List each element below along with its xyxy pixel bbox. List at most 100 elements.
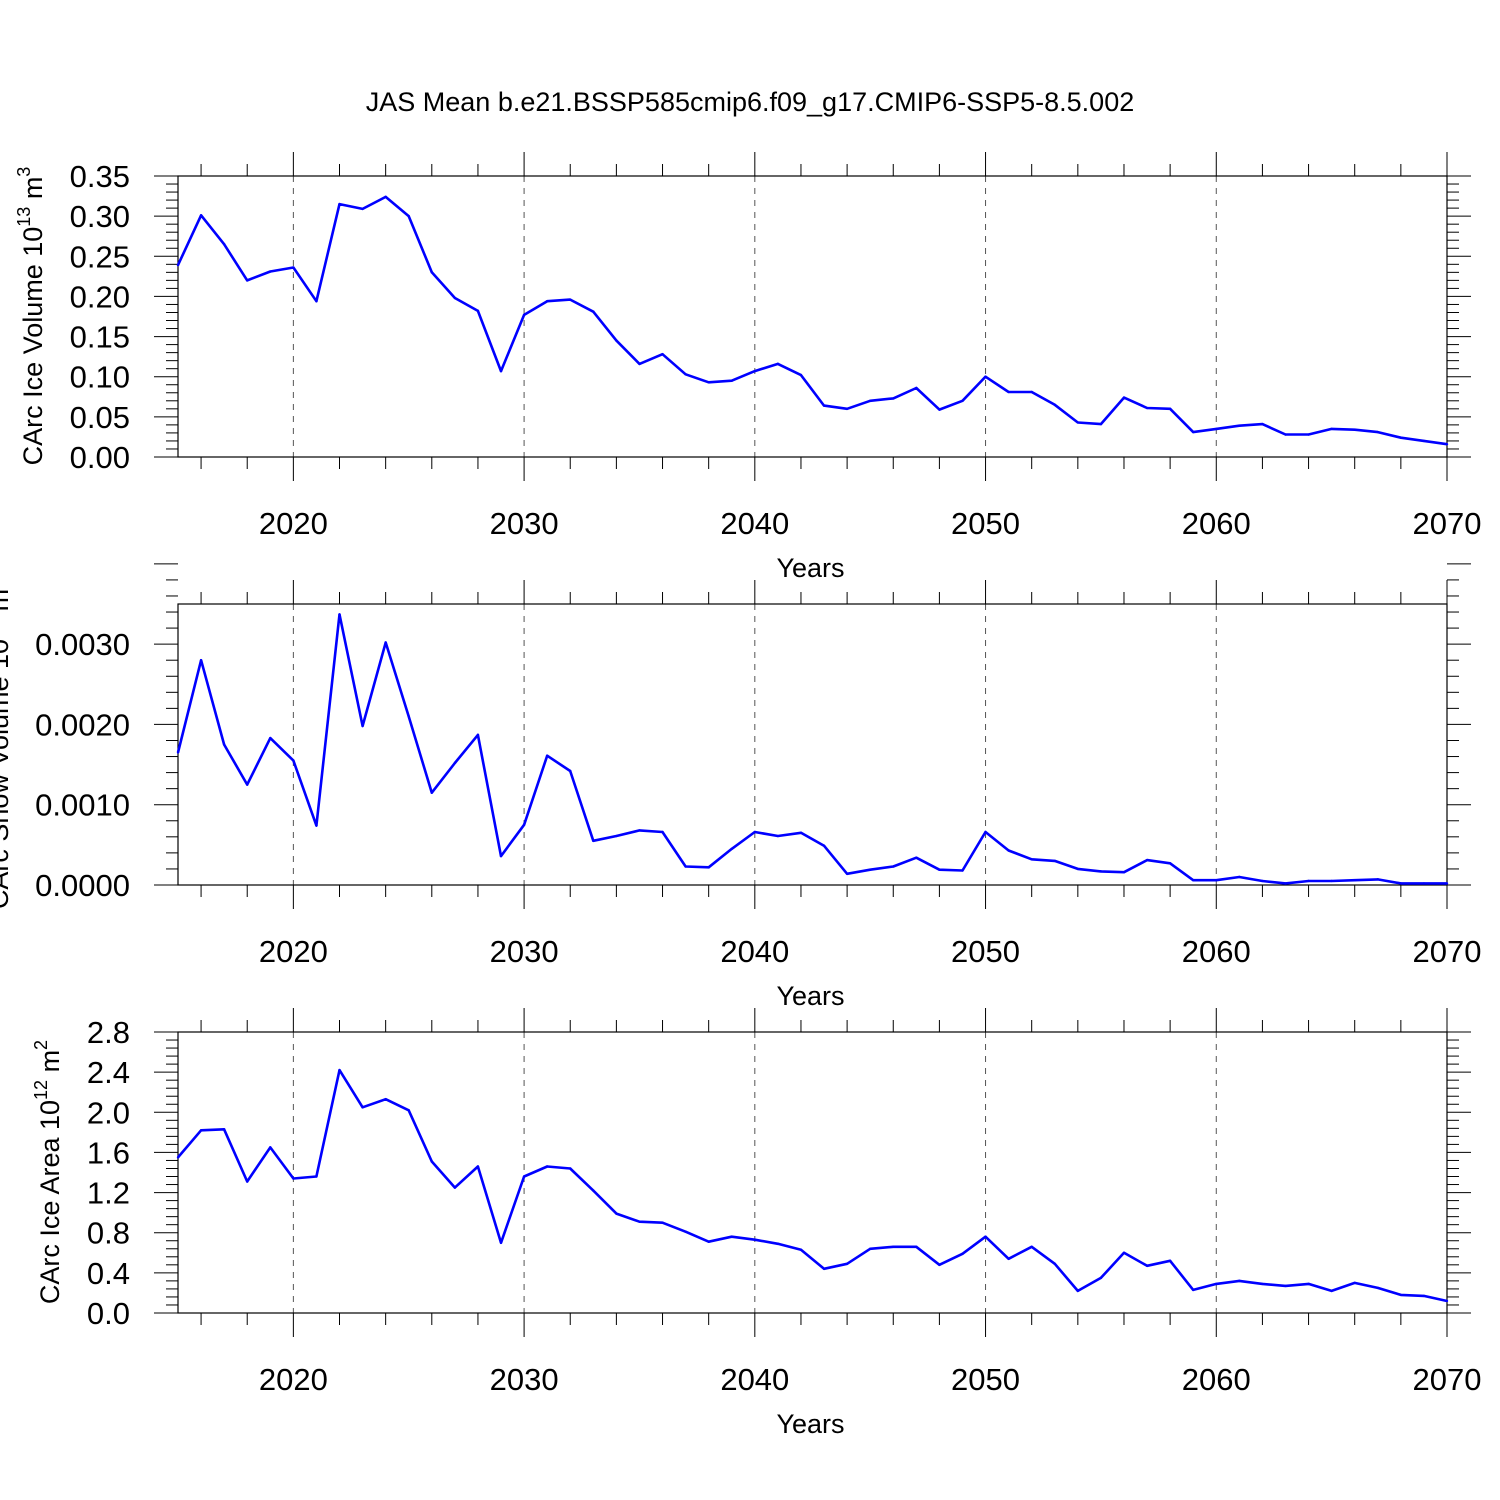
data-point <box>1076 421 1080 424</box>
data-point <box>1284 433 1287 436</box>
y-tick-label: 0.4 <box>87 1256 130 1291</box>
data-point <box>453 761 457 765</box>
data-point <box>222 1128 226 1131</box>
data-point <box>592 1189 595 1192</box>
y-tick-label: 0.8 <box>87 1216 130 1251</box>
data-point <box>1215 878 1218 882</box>
data-point <box>315 300 318 303</box>
data-point <box>1076 867 1080 871</box>
data-point <box>1376 878 1379 881</box>
data-point <box>776 1242 780 1245</box>
data-point <box>1353 1281 1356 1285</box>
y-tick-label: 0.15 <box>70 320 130 355</box>
data-point <box>684 1230 687 1233</box>
y-tick-label: 2.0 <box>87 1095 130 1130</box>
y-tick-label: 0.35 <box>70 159 130 194</box>
data-point <box>361 207 364 211</box>
data-point <box>892 865 895 868</box>
panel-snow-volume: 2020 2030 2040 2050 2060 2070 0.0000 0.0010 0.00… <box>0 563 1482 1011</box>
data-point <box>292 759 295 762</box>
data-point <box>1284 1284 1287 1288</box>
data-point <box>938 408 941 411</box>
plot-frame <box>177 1031 1448 1314</box>
data-point <box>1030 858 1033 861</box>
y-tick-label: 0.0020 <box>35 707 130 742</box>
data-point <box>338 613 341 616</box>
data-point <box>1030 390 1033 394</box>
data-point <box>522 313 526 317</box>
x-tick-label: 2040 <box>720 506 789 541</box>
data-point <box>384 641 387 644</box>
data-point <box>984 1235 987 1238</box>
data-point <box>545 1165 549 1168</box>
x-tick-label: 2060 <box>1182 1362 1251 1397</box>
data-point <box>569 298 572 301</box>
data-point <box>1192 878 1195 882</box>
data-point <box>1030 1245 1033 1248</box>
data-point <box>292 1177 295 1180</box>
data-point <box>222 743 226 746</box>
data-point <box>1284 882 1287 885</box>
data-point <box>1445 1299 1449 1303</box>
data-point <box>1307 879 1310 883</box>
data-point <box>868 399 872 402</box>
data-point <box>1422 1294 1426 1298</box>
data-point <box>222 243 226 246</box>
x-tick-label: 2070 <box>1413 934 1482 969</box>
y-tick-label: 0.0 <box>87 1296 130 1331</box>
data-point <box>938 1263 941 1267</box>
chart-title: JAS Mean b.e21.BSSP585cmip6.f09_g17.CMIP… <box>366 87 1134 117</box>
panel-ice-area: 2020 2030 2040 2050 2060 2070 0.0 0.4 0.8 1.2 1.6 2… <box>31 1008 1481 1439</box>
data-point <box>1353 878 1356 882</box>
data-point <box>315 824 318 827</box>
data-point <box>1145 1264 1149 1268</box>
plot-frame <box>177 175 1448 458</box>
data-point <box>176 1156 180 1159</box>
data-point <box>1007 849 1010 852</box>
data-point <box>315 1175 318 1178</box>
data-point <box>661 353 664 356</box>
data-point <box>661 830 664 834</box>
data-point <box>961 399 964 402</box>
data-point <box>545 754 549 757</box>
data-point <box>845 872 849 875</box>
data-point <box>730 1235 733 1238</box>
data-point <box>1168 407 1172 411</box>
data-point <box>822 404 826 407</box>
data-point <box>269 1146 272 1149</box>
data-point <box>384 1098 387 1101</box>
data-point <box>615 834 618 838</box>
data-point <box>753 830 757 834</box>
data-point <box>407 715 410 718</box>
y-tick-label: 1.2 <box>87 1176 130 1211</box>
panel-ice-volume: 2020 2030 2040 2050 2060 2070 0.00 0.05 0.10 0.15… <box>14 152 1481 583</box>
data-point <box>338 1068 341 1072</box>
data-point <box>1353 428 1356 431</box>
data-point <box>1376 1286 1379 1290</box>
data-point <box>1122 870 1126 874</box>
data-point <box>638 829 641 832</box>
data-point <box>845 1262 849 1266</box>
data-point <box>845 407 849 411</box>
data-point <box>361 1106 364 1109</box>
data-point <box>892 397 895 400</box>
x-tick-label: 2020 <box>259 506 328 541</box>
data-point <box>569 1167 572 1170</box>
y-tick-label: 0.25 <box>70 239 130 274</box>
data-point <box>176 751 180 754</box>
data-point <box>661 1221 664 1224</box>
data-point <box>499 854 503 858</box>
data-point <box>915 386 918 390</box>
data-point <box>1099 422 1103 426</box>
data-point <box>776 362 780 366</box>
data-point <box>176 263 180 267</box>
data-point <box>730 379 733 382</box>
plot-frame <box>177 603 1448 886</box>
data-point <box>384 195 387 199</box>
data-point <box>615 1212 618 1215</box>
data-point <box>430 1160 433 1163</box>
data-point <box>1307 1282 1310 1286</box>
y-tick-label: 0.10 <box>70 360 130 395</box>
x-tick-label: 2040 <box>720 934 789 969</box>
